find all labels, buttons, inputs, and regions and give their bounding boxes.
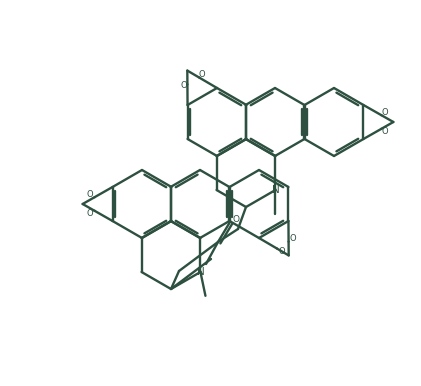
Text: N: N — [272, 185, 279, 195]
Text: O: O — [381, 127, 388, 136]
Text: O: O — [199, 70, 205, 79]
Text: O: O — [86, 209, 93, 218]
Text: O: O — [381, 108, 388, 117]
Text: O: O — [86, 190, 93, 199]
Text: O: O — [289, 234, 296, 243]
Text: O: O — [279, 247, 285, 256]
Text: O: O — [180, 81, 187, 90]
Text: N: N — [197, 267, 204, 277]
Text: O: O — [232, 215, 240, 225]
